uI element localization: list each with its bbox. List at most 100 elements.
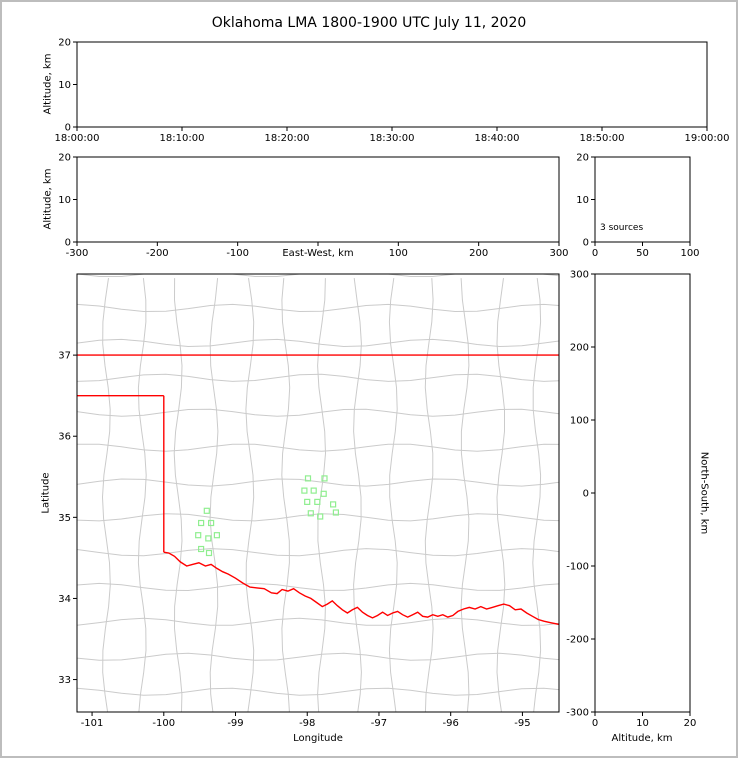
lma-station-marker bbox=[304, 498, 311, 505]
county-line bbox=[137, 278, 147, 712]
county-line bbox=[77, 408, 559, 417]
tick-label: 0 bbox=[592, 718, 598, 729]
tick-label: 200 bbox=[570, 343, 589, 354]
county-line bbox=[317, 278, 327, 712]
lma-station-marker bbox=[301, 487, 308, 494]
lma-station-marker bbox=[198, 519, 205, 527]
tick-label: 20 bbox=[58, 38, 71, 49]
county-line bbox=[353, 278, 362, 712]
lma-station-marker bbox=[205, 535, 212, 542]
county-line bbox=[77, 373, 559, 382]
county-line bbox=[77, 513, 559, 522]
ew-axes-frame bbox=[76, 156, 560, 243]
tick-label: -100 bbox=[566, 562, 589, 573]
tick-label: 37 bbox=[58, 351, 71, 362]
map-layer bbox=[67, 274, 559, 716]
tick-label: 100 bbox=[680, 248, 699, 259]
county-line bbox=[77, 687, 559, 696]
county-line bbox=[209, 278, 219, 712]
tick-label: -100 bbox=[152, 718, 175, 729]
figure-title: Oklahoma LMA 1800-1900 UTC July 11, 2020 bbox=[211, 15, 527, 31]
tick-label: -100 bbox=[226, 248, 249, 259]
tick-label: 35 bbox=[58, 513, 71, 524]
tick-label: 200 bbox=[469, 248, 488, 259]
lma-station-marker bbox=[205, 549, 213, 557]
county-line bbox=[77, 617, 559, 626]
lma-station-marker bbox=[317, 513, 324, 520]
tick-label: -97 bbox=[371, 718, 387, 729]
tick-label: -300 bbox=[66, 248, 89, 259]
county-line bbox=[101, 278, 111, 712]
lma-station-marker bbox=[213, 532, 220, 539]
tick-label: 10 bbox=[576, 195, 589, 206]
tick-label: 18:50:00 bbox=[580, 133, 625, 144]
lma-station-marker bbox=[320, 490, 327, 497]
county-line bbox=[173, 278, 183, 712]
county-line bbox=[77, 548, 559, 557]
tick-label: -200 bbox=[566, 635, 589, 646]
ns-ylabel-right: North-South, km bbox=[698, 451, 710, 535]
tick-label: 20 bbox=[576, 153, 589, 164]
county-line bbox=[424, 278, 434, 712]
county-line bbox=[77, 478, 559, 487]
lma-station-marker bbox=[203, 507, 210, 514]
th-axes-frame bbox=[76, 41, 708, 128]
tick-label: -300 bbox=[566, 708, 589, 719]
county-line bbox=[77, 652, 559, 661]
lma-station-marker bbox=[208, 519, 215, 527]
tick-label: 20 bbox=[684, 718, 697, 729]
tick-label: 0 bbox=[592, 248, 598, 259]
tick-label: 20 bbox=[58, 153, 71, 164]
lma-station-marker bbox=[307, 510, 314, 517]
county-line bbox=[532, 278, 542, 712]
tick-label: -200 bbox=[146, 248, 169, 259]
ew-height-ylabel: Altitude, km bbox=[42, 168, 54, 230]
tick-label: 50 bbox=[636, 248, 649, 259]
tick-label: -98 bbox=[299, 718, 315, 729]
map-ylabel: Latitude bbox=[40, 472, 52, 514]
county-line bbox=[77, 582, 559, 592]
lma-station-marker bbox=[304, 475, 312, 482]
tick-label: 0 bbox=[65, 123, 71, 134]
tick-label: -96 bbox=[443, 718, 459, 729]
time-height-ylabel: Altitude, km bbox=[42, 53, 54, 115]
tick-label: 300 bbox=[570, 270, 589, 281]
lma-station-marker bbox=[330, 501, 337, 508]
tick-label: 100 bbox=[389, 248, 408, 259]
tick-label: 10 bbox=[58, 195, 71, 206]
map-axes-frame bbox=[76, 273, 560, 713]
tick-label: 36 bbox=[58, 432, 71, 443]
ns-xlabel: Altitude, km bbox=[611, 733, 673, 744]
county-line bbox=[388, 278, 398, 712]
tick-label: 10 bbox=[636, 718, 649, 729]
tick-label: 0 bbox=[583, 489, 589, 500]
lma-station-marker bbox=[195, 532, 202, 539]
tick-label: 0 bbox=[583, 238, 589, 249]
ew-height-xlabel: East-West, km bbox=[282, 248, 354, 259]
tick-label: 300 bbox=[549, 248, 568, 259]
county-line bbox=[77, 443, 559, 452]
county-line bbox=[67, 278, 75, 716]
map-xlabel: Longitude bbox=[293, 733, 343, 744]
tick-label: 0 bbox=[65, 238, 71, 249]
tick-label: 18:00:00 bbox=[55, 133, 100, 144]
tick-label: 10 bbox=[58, 80, 71, 91]
ns-axes-frame bbox=[594, 273, 691, 713]
county-line bbox=[245, 278, 255, 712]
tick-label: 18:20:00 bbox=[265, 133, 310, 144]
tick-label: -95 bbox=[514, 718, 530, 729]
tick-label: -99 bbox=[227, 718, 243, 729]
county-line bbox=[496, 278, 506, 712]
tick-label: 100 bbox=[570, 416, 589, 427]
tick-label: 19:00:00 bbox=[685, 133, 730, 144]
tick-label: 18:10:00 bbox=[160, 133, 205, 144]
county-line bbox=[77, 303, 559, 313]
county-line bbox=[281, 278, 291, 712]
county-line bbox=[77, 274, 559, 277]
tick-label: 34 bbox=[58, 594, 71, 605]
tick-label: 18:40:00 bbox=[475, 133, 520, 144]
tick-label: 18:30:00 bbox=[370, 133, 415, 144]
lma-station-marker bbox=[314, 498, 321, 505]
lma-station-marker bbox=[198, 545, 205, 553]
